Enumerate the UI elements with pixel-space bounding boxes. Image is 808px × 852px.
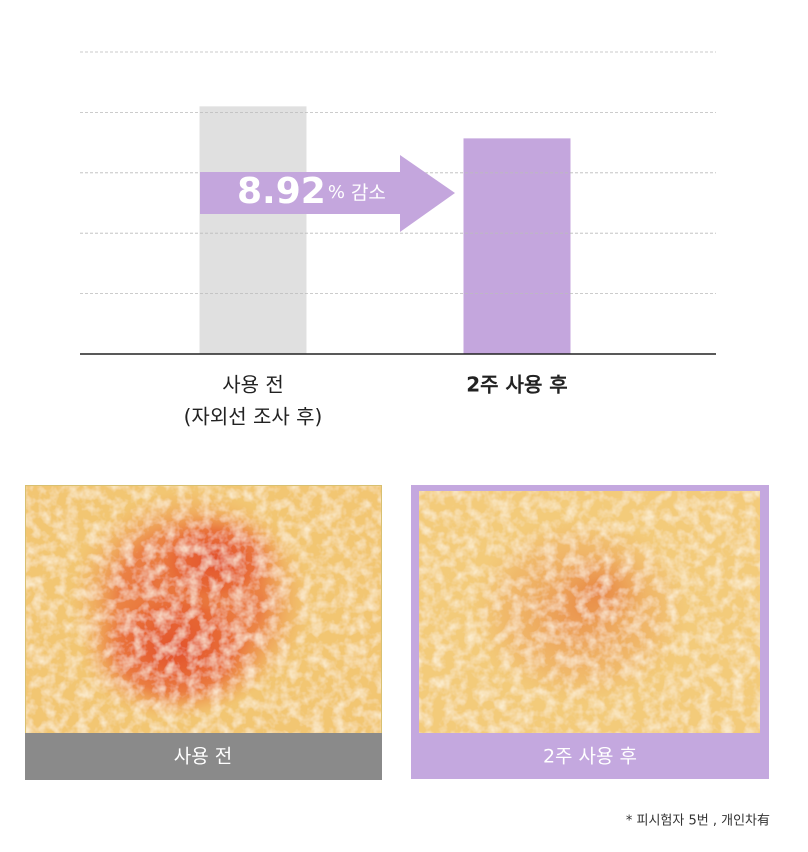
bar bbox=[463, 138, 571, 354]
x-tick-label: (자외선 조사 후) bbox=[184, 405, 323, 429]
annotation: 8.92% 감소 bbox=[237, 171, 386, 212]
caption-bar bbox=[25, 733, 382, 780]
annotation-text: 감소 bbox=[351, 182, 386, 204]
photo-before bbox=[26, 486, 381, 733]
x-tick-label: 사용 전 bbox=[222, 373, 284, 397]
annotation-unit: % bbox=[328, 182, 345, 203]
caption: 사용 전 bbox=[174, 746, 232, 768]
bar bbox=[199, 106, 307, 354]
bars bbox=[199, 106, 571, 354]
annotation-value: 8.92 bbox=[237, 171, 326, 212]
caption: 2주 사용 후 bbox=[543, 746, 637, 768]
footnote: * 피시험자 5번 , 개인차有 bbox=[626, 814, 770, 829]
photo-after bbox=[419, 491, 760, 733]
x-tick-label: 2주 사용 후 bbox=[466, 373, 567, 397]
arrow bbox=[200, 155, 455, 232]
